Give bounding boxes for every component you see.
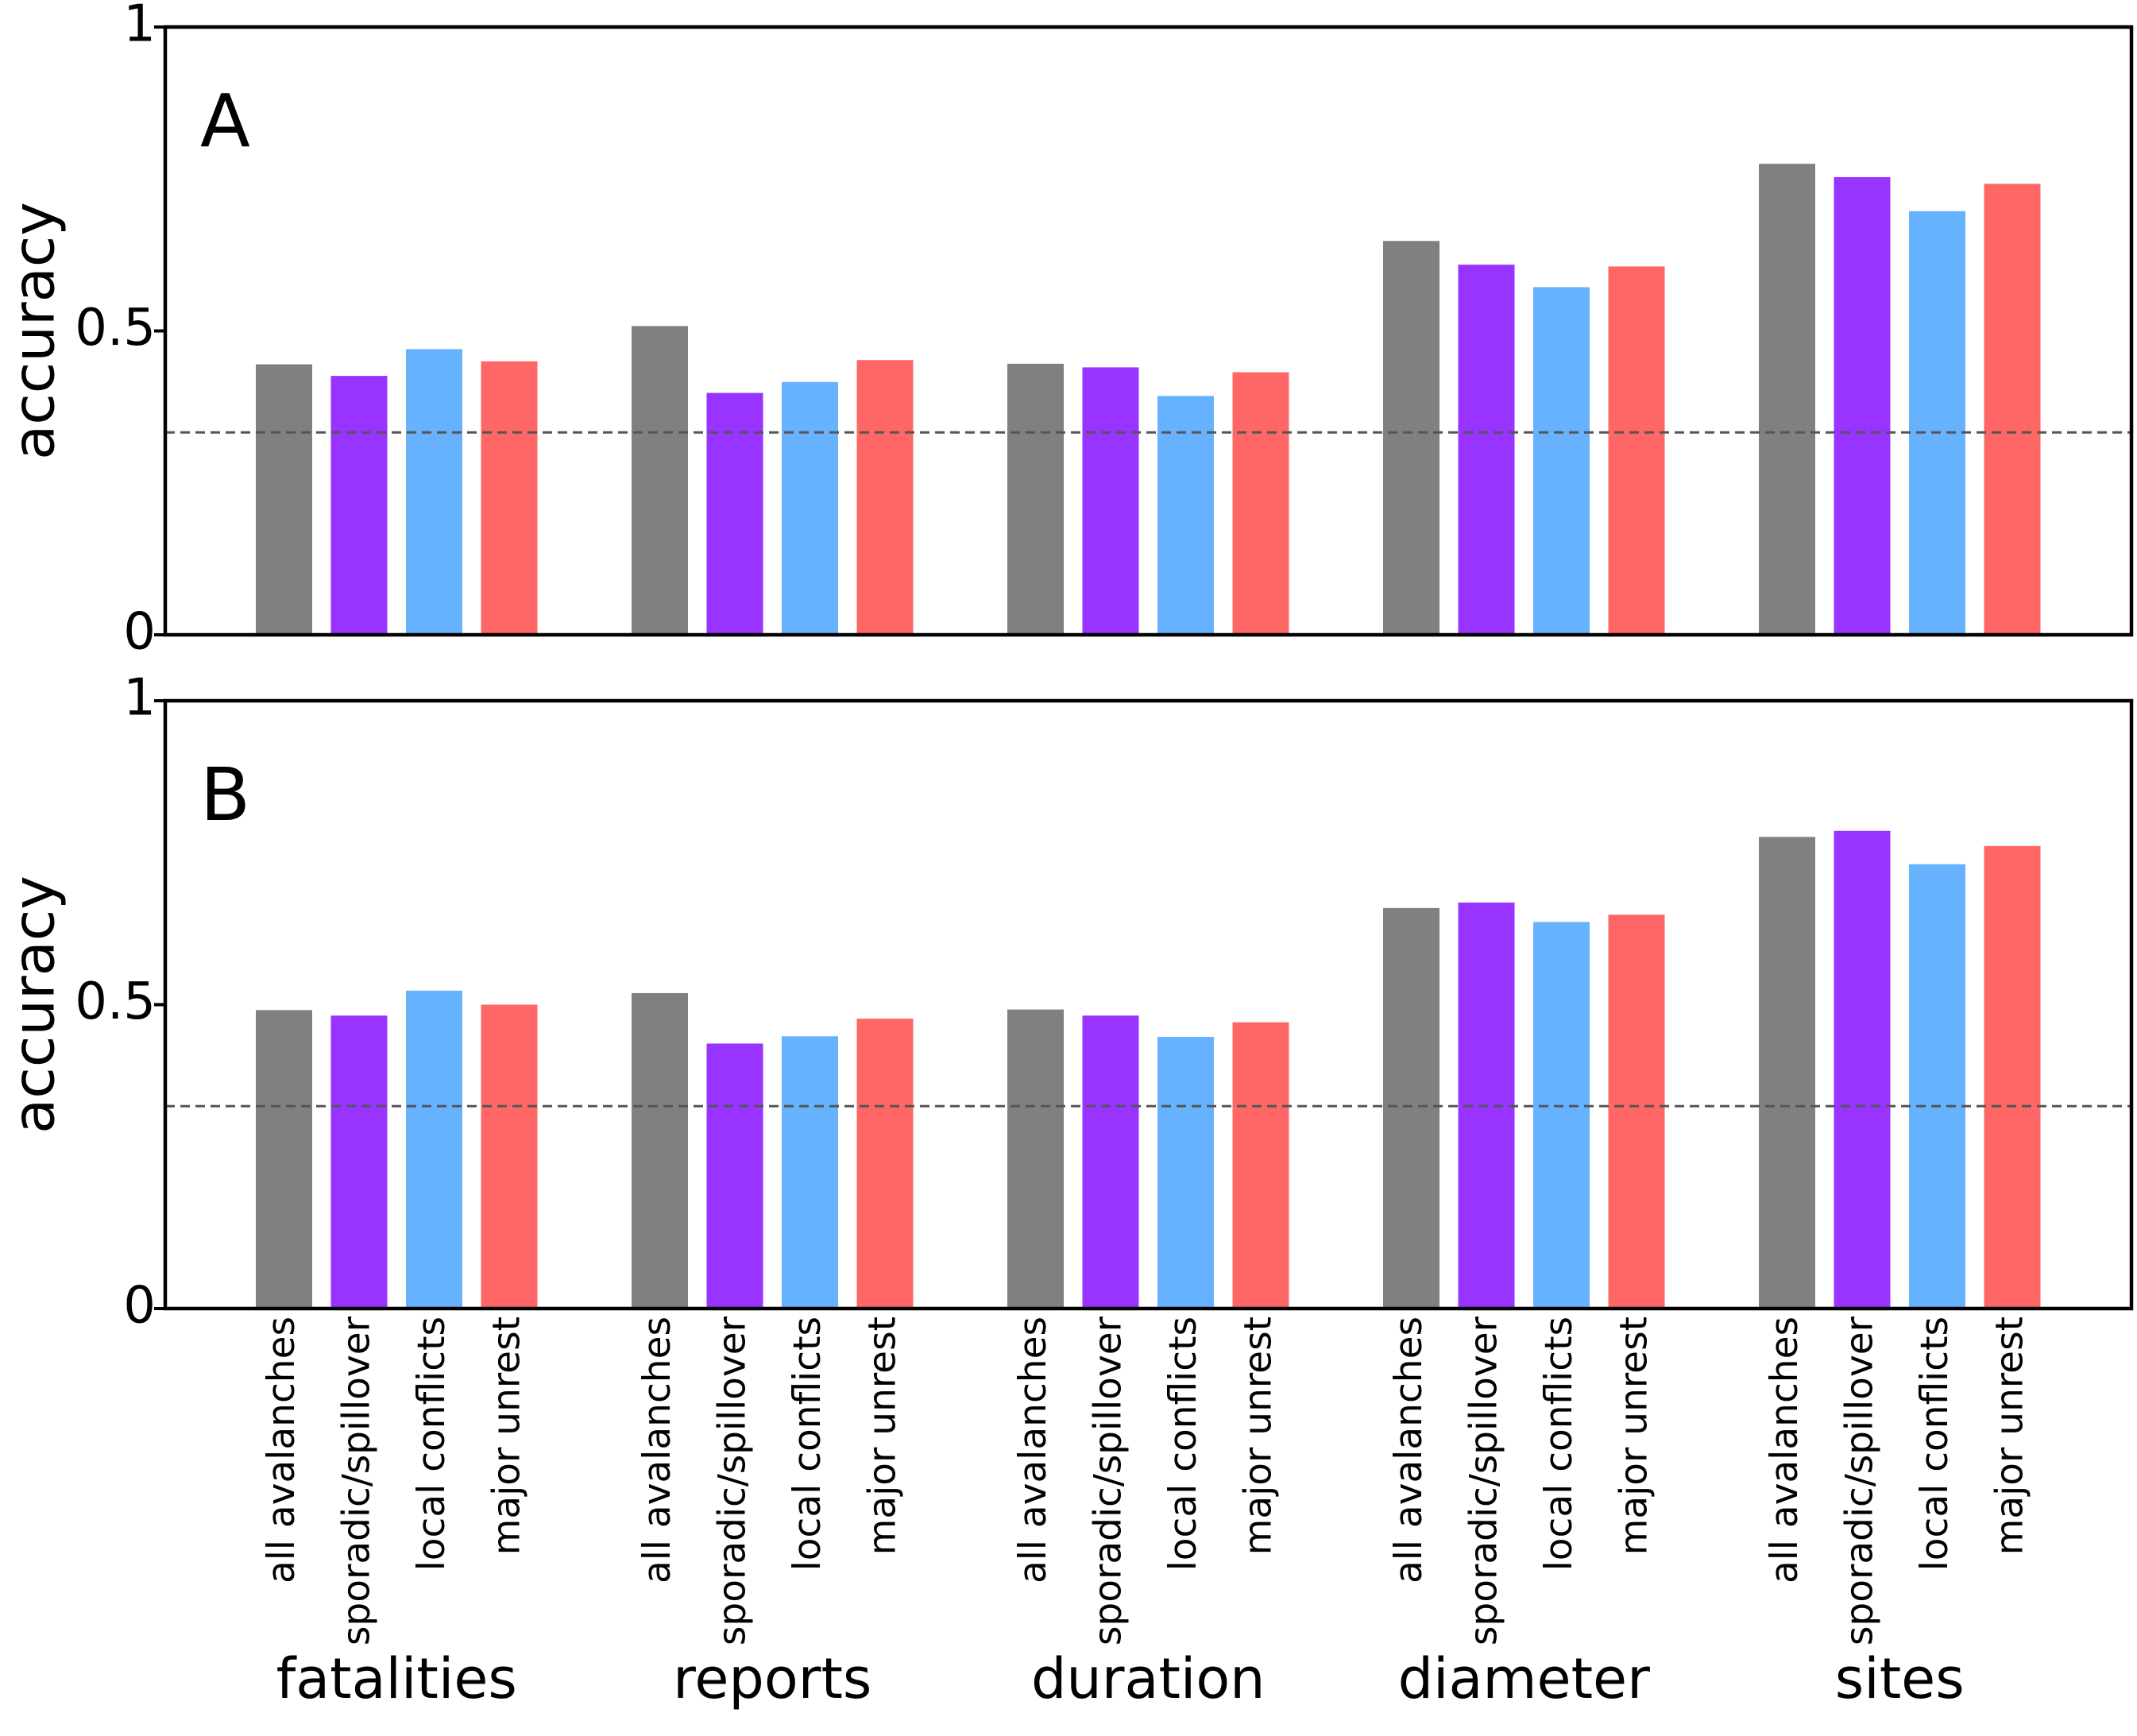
y-tick-label: 0.5: [75, 299, 156, 358]
panel-label: A: [200, 79, 250, 164]
x-tick-label: major unrest: [1988, 1316, 2032, 1555]
y-tick-label: 0: [123, 603, 156, 662]
x-tick-label: all avalanches: [636, 1316, 679, 1583]
bar-b-duration-2: [1082, 1015, 1139, 1309]
bar-a-sites-3: [1909, 211, 1965, 635]
bar-a-reports-2: [706, 392, 763, 635]
bar-a-duration-1: [1007, 363, 1064, 635]
bar-a-reports-4: [856, 360, 914, 635]
group-label-duration: duration: [1031, 1646, 1266, 1711]
x-tick-label: local conflicts: [786, 1316, 829, 1571]
bar-a-fatalities-4: [481, 361, 538, 635]
bar-b-sites-3: [1909, 864, 1965, 1309]
y-tick-label: 1: [123, 0, 156, 54]
bar-a-sites-4: [1984, 184, 2041, 635]
x-tick-label: sporadic/spillover: [1087, 1316, 1130, 1645]
bar-a-duration-3: [1157, 396, 1214, 635]
bar-b-diameter-4: [1608, 914, 1665, 1309]
x-tick-label: major unrest: [1237, 1316, 1281, 1555]
bar-b-fatalities-3: [406, 990, 462, 1309]
bar-b-sites-4: [1984, 845, 2041, 1309]
bar-b-sites-2: [1834, 830, 1891, 1309]
y-tick-label: 1: [123, 669, 156, 728]
bar-b-diameter-3: [1533, 922, 1590, 1309]
x-tick-label: all avalanches: [260, 1316, 303, 1583]
bar-a-fatalities-2: [330, 376, 388, 635]
bar-a-diameter-3: [1533, 287, 1590, 635]
bar-a-sites-1: [1759, 164, 1815, 635]
x-tick-label: major unrest: [1613, 1316, 1656, 1555]
bar-b-reports-3: [782, 1036, 838, 1309]
x-tick-label: all avalanches: [1011, 1316, 1055, 1583]
y-axis-label: accuracy: [1, 876, 68, 1134]
bar-b-sites-1: [1759, 837, 1815, 1309]
bar-a-reports-3: [782, 381, 838, 635]
panel-label: B: [200, 752, 250, 837]
bar-b-duration-1: [1007, 1009, 1064, 1309]
bar-b-duration-4: [1232, 1022, 1289, 1309]
x-tick-label: local conflicts: [410, 1316, 454, 1571]
bar-b-fatalities-2: [330, 1015, 388, 1309]
bar-a-duration-4: [1232, 372, 1289, 635]
x-tick-label: local conflicts: [1913, 1316, 1957, 1571]
x-tick-label: sporadic/spillover: [335, 1316, 379, 1645]
bar-b-fatalities-4: [481, 1004, 538, 1309]
bar-b-fatalities-1: [256, 1010, 312, 1309]
bar-b-reports-1: [632, 992, 688, 1309]
x-tick-label: all avalanches: [1387, 1316, 1431, 1583]
bar-a-diameter-1: [1383, 241, 1439, 635]
bar-a-diameter-4: [1608, 266, 1665, 635]
bar-b-duration-3: [1157, 1037, 1214, 1309]
x-tick-label: major unrest: [485, 1316, 529, 1555]
bar-b-diameter-1: [1383, 907, 1439, 1309]
y-tick-label: 0: [123, 1277, 156, 1336]
group-label-sites: sites: [1835, 1646, 1965, 1711]
group-label-diameter: diameter: [1398, 1646, 1651, 1711]
x-tick-label: sporadic/spillover: [711, 1316, 755, 1645]
bar-a-sites-2: [1834, 176, 1891, 635]
group-label-fatalities: fatalities: [276, 1646, 517, 1711]
bar-b-reports-4: [856, 1019, 914, 1309]
bar-a-duration-2: [1082, 367, 1139, 635]
x-tick-label: sporadic/spillover: [1838, 1316, 1882, 1645]
bar-a-reports-1: [632, 326, 688, 635]
bar-b-reports-2: [706, 1043, 763, 1309]
x-tick-label: all avalanches: [1763, 1316, 1807, 1583]
x-tick-label: sporadic/spillover: [1463, 1316, 1506, 1645]
group-label-reports: reports: [673, 1646, 871, 1711]
x-tick-label: local conflicts: [1537, 1316, 1581, 1571]
y-axis-label: accuracy: [1, 202, 68, 460]
x-tick-label: major unrest: [861, 1316, 905, 1555]
bar-a-fatalities-3: [406, 349, 462, 635]
x-tick-label: local conflicts: [1161, 1316, 1205, 1571]
bar-a-fatalities-1: [256, 364, 312, 635]
bar-a-diameter-2: [1458, 265, 1515, 635]
y-tick-label: 0.5: [75, 972, 156, 1031]
